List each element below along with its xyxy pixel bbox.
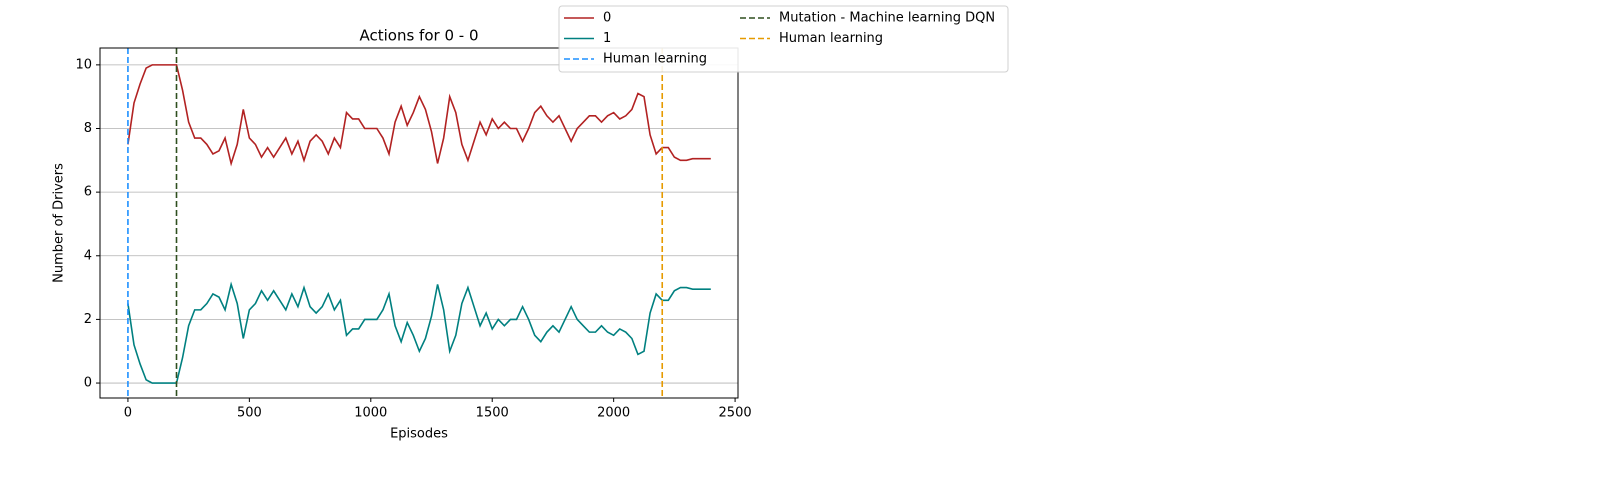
x-tick-label: 2000 — [597, 406, 630, 421]
y-tick-label: 8 — [84, 121, 92, 136]
x-tick-label: 1500 — [476, 406, 509, 421]
y-tick-label: 6 — [84, 185, 92, 200]
y-tick-label: 0 — [84, 376, 92, 391]
chart-title: Actions for 0 - 0 — [360, 27, 479, 45]
y-tick-label: 2 — [84, 312, 92, 327]
y-axis-label: Number of Drivers — [52, 163, 67, 283]
legend-label: 1 — [603, 31, 611, 46]
x-tick-label: 500 — [237, 406, 262, 421]
y-tick-label: 10 — [75, 57, 92, 72]
legend-label: Human learning — [603, 52, 707, 67]
legend-box — [558, 5, 1009, 73]
y-tick-label: 4 — [84, 248, 92, 263]
x-tick-label: 0 — [124, 406, 132, 421]
series-line — [127, 281, 711, 384]
x-tick-label: 2500 — [719, 406, 752, 421]
plot-frame — [99, 47, 739, 399]
legend-label: Mutation - Machine learning DQN — [779, 11, 995, 26]
legend-label: 0 — [603, 11, 611, 26]
x-axis-label: Episodes — [390, 427, 448, 442]
series-line — [127, 64, 711, 167]
x-tick-label: 1000 — [354, 406, 387, 421]
legend-label: Human learning — [779, 31, 883, 46]
